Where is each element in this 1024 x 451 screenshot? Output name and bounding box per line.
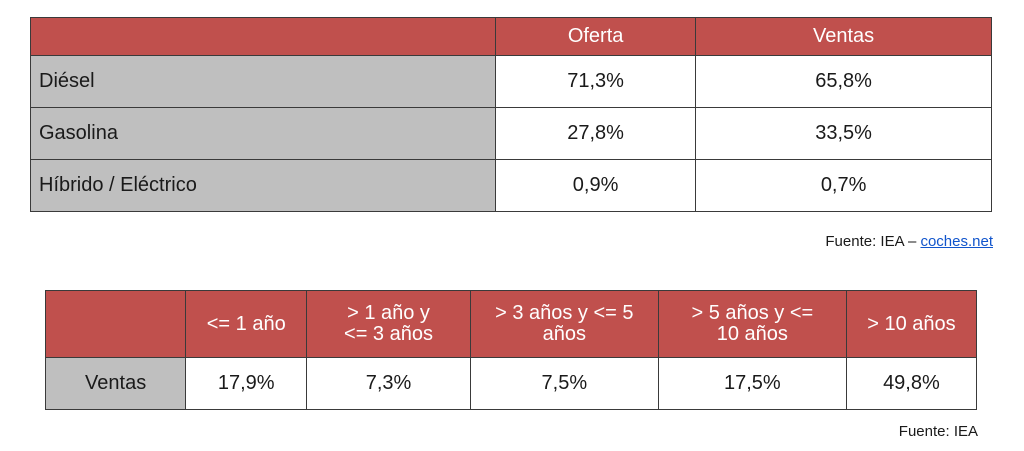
header-ventas: Ventas [695,17,992,56]
table-row: Gasolina 27,8% 33,5% [30,107,992,160]
cell-value: 17,5% [657,357,847,410]
fuel-type-table: Oferta Ventas Diésel 71,3% 65,8% Gasolin… [30,17,992,212]
header-line: > 10 años [867,312,956,335]
cell-value: 7,3% [306,357,471,410]
cell-oferta: 27,8% [494,107,697,160]
source-caption-table1: Fuente: IEA – coches.net [825,233,993,250]
cell-ventas: 0,7% [695,159,992,212]
source-caption-table2: Fuente: IEA [898,423,978,440]
source-prefix: Fuente: IEA – [825,233,921,250]
table-row: Diésel 71,3% 65,8% [30,55,992,108]
row-label-hibrido-electrico: Híbrido / Eléctrico [30,159,496,212]
header-blank-cell [44,290,187,358]
table-row: Ventas 17,9% 7,3% 7,5% 17,5% 49,8% [44,357,978,410]
header-age-1-3: > 1 año y <= 3 años [306,290,471,358]
cell-value: 49,8% [845,357,978,410]
header-age-le-1: <= 1 año [185,290,308,358]
cell-ventas: 33,5% [695,107,992,160]
row-label-ventas: Ventas [44,357,187,410]
header-line: > 1 año y [347,302,430,324]
header-line: > 3 años y <= 5 [495,302,634,324]
cell-ventas: 65,8% [695,55,992,108]
cell-oferta: 71,3% [494,55,697,108]
cell-value: 17,9% [185,357,308,410]
table-header-row: Oferta Ventas [30,17,992,56]
header-blank-cell [30,17,496,56]
row-label-diesel: Diésel [30,55,496,108]
header-line: 10 años [716,323,788,345]
header-line: <= 1 año [206,312,286,335]
header-age-5-10: > 5 años y <= 10 años [657,290,847,358]
vehicle-age-table: <= 1 año > 1 año y <= 3 años > 3 años y <… [44,290,978,410]
cell-value: 7,5% [469,357,659,410]
row-label-gasolina: Gasolina [30,107,496,160]
header-line: <= 3 años [344,323,433,345]
header-age-gt-10: > 10 años [845,290,978,358]
table-row: Híbrido / Eléctrico 0,9% 0,7% [30,159,992,212]
header-line: > 5 años y <= [691,302,814,324]
header-age-3-5: > 3 años y <= 5 años [469,290,659,358]
table-header-row: <= 1 año > 1 año y <= 3 años > 3 años y <… [44,290,978,358]
header-oferta: Oferta [494,17,697,56]
header-line: años [542,323,586,345]
cell-oferta: 0,9% [494,159,697,212]
source-link[interactable]: coches.net [920,233,993,250]
